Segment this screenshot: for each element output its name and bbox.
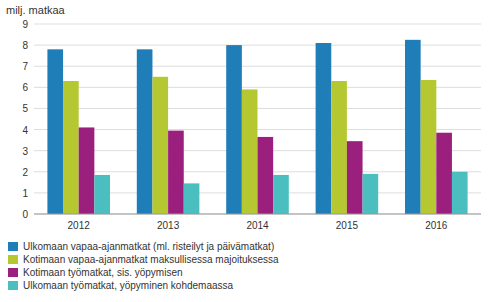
x-axis-line (34, 214, 481, 215)
y-tick-label: 7 (22, 61, 28, 72)
x-tick-label: 2016 (425, 220, 448, 231)
bar (226, 45, 242, 214)
legend-label: Ulkomaan vapaa-ajanmatkat (ml. risteilyt… (23, 241, 274, 252)
bar (137, 49, 153, 214)
bar (63, 81, 79, 214)
bar (273, 175, 289, 214)
bar (347, 141, 363, 214)
x-tick-label: 2013 (157, 220, 180, 231)
legend-swatch (8, 281, 18, 290)
y-tick-label: 5 (22, 103, 28, 114)
bar (363, 174, 379, 214)
bar (242, 89, 258, 214)
y-tick-label: 0 (22, 209, 28, 220)
legend-label: Ulkomaan työmatkat, yöpyminen kohdemaass… (23, 280, 234, 291)
bar (168, 131, 184, 214)
y-tick-label: 8 (22, 40, 28, 51)
legend-label: Kotimaan vapaa-ajanmatkat maksullisessa … (23, 254, 279, 265)
bar (405, 40, 421, 214)
x-tick-label: 2014 (246, 220, 269, 231)
y-axis-label: milj. matkaa (6, 4, 66, 16)
bar (452, 172, 468, 214)
y-tick-label: 3 (22, 146, 28, 157)
bar (47, 49, 63, 214)
bar (258, 137, 274, 214)
y-tick-label: 9 (22, 19, 28, 30)
bar (421, 80, 437, 214)
bar (331, 81, 347, 214)
chart-svg: milj. matkaa 0 1 2 3 4 5 6 7 8 9 2012 2013 2014 2015 20… (0, 0, 491, 302)
legend: Ulkomaan vapaa-ajanmatkat (ml. risteilyt… (8, 241, 279, 291)
x-tick-label: 2012 (68, 220, 91, 231)
legend-swatch (8, 255, 18, 264)
legend-swatch (8, 268, 18, 277)
grid (34, 24, 481, 214)
bar (94, 175, 110, 214)
bar (184, 183, 200, 214)
y-tick-label: 6 (22, 82, 28, 93)
x-tick-label: 2015 (336, 220, 359, 231)
bars (47, 40, 467, 214)
y-tick-label: 4 (22, 125, 28, 136)
bar (152, 77, 168, 214)
legend-swatch (8, 242, 18, 251)
chart-container: milj. matkaa 0 1 2 3 4 5 6 7 8 9 2012 2013 2014 2015 20… (0, 0, 491, 302)
grid-line (34, 24, 481, 25)
y-tick-label: 2 (22, 167, 28, 178)
grid-line (34, 214, 481, 215)
y-tick-label: 1 (22, 188, 28, 199)
legend-label: Kotimaan työmatkat, sis. yöpymisen (23, 267, 183, 278)
bar (436, 133, 452, 214)
bar (79, 127, 95, 214)
bar (316, 43, 332, 214)
